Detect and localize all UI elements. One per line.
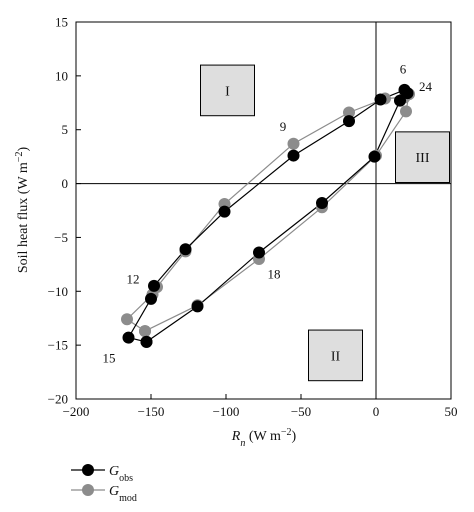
point-G_obs xyxy=(122,331,135,344)
point-G_obs xyxy=(316,196,328,209)
x-tick-label: 50 xyxy=(445,404,458,419)
point-G_obs xyxy=(401,87,414,100)
hour-label: 9 xyxy=(280,119,287,134)
legend-marker-G_mod xyxy=(82,484,94,496)
x-axis-title: Rn (W m−2) xyxy=(231,427,297,449)
point-G_obs xyxy=(343,115,355,128)
point-G_obs xyxy=(218,205,231,218)
point-G_obs xyxy=(374,93,387,106)
y-tick-label: 0 xyxy=(62,176,69,191)
legend-marker-G_obs xyxy=(82,464,94,476)
point-G_obs xyxy=(394,94,406,107)
region-box xyxy=(395,131,450,183)
y-tick-label: 10 xyxy=(55,68,68,83)
x-tick-label: 0 xyxy=(373,404,380,419)
point-G_mod xyxy=(121,313,133,326)
hour-label: 12 xyxy=(127,272,140,287)
y-tick-label: 5 xyxy=(62,122,69,137)
x-tick-label: −200 xyxy=(63,404,90,419)
x-tick-label: −50 xyxy=(291,404,311,419)
data-series xyxy=(121,83,415,348)
region-box xyxy=(200,64,255,117)
point-G_mod xyxy=(400,105,412,118)
point-G_obs xyxy=(368,150,381,163)
plot-frame xyxy=(75,21,452,400)
y-tick-label: 15 xyxy=(55,15,68,30)
hour-annotations: 6 24 9 12 15 18 xyxy=(103,62,433,366)
point-G_obs xyxy=(140,335,153,348)
hour-label: 6 xyxy=(400,62,407,77)
point-G_mod xyxy=(343,106,355,119)
hour-label: 15 xyxy=(103,350,116,365)
point-G_mod xyxy=(139,325,151,338)
y-tick-label: −15 xyxy=(48,338,68,353)
series-line-G_obs xyxy=(127,89,409,343)
x-tick-label: −100 xyxy=(213,404,240,419)
y-axis-title: Soil heat flux (W m−2) xyxy=(14,147,32,274)
legend-label-G_mod: Gmod xyxy=(109,484,137,504)
point-G_obs xyxy=(148,279,160,292)
point-G_obs xyxy=(253,246,265,259)
y-tick-label: −5 xyxy=(54,230,68,245)
region-box xyxy=(308,329,363,382)
point-G_obs xyxy=(287,149,300,162)
legend-label-G_obs: Gobs xyxy=(109,464,133,484)
x-tick-label: −150 xyxy=(138,404,165,419)
zero-reference-lines xyxy=(76,22,451,399)
point-G_obs xyxy=(191,300,204,313)
y-tick-label: −20 xyxy=(48,392,68,407)
hour-label: 18 xyxy=(268,266,281,281)
region-label: III xyxy=(416,151,430,166)
hour-label: 24 xyxy=(419,79,433,94)
region-label: II xyxy=(331,349,341,364)
point-G_obs xyxy=(179,243,192,256)
point-G_obs xyxy=(145,292,157,305)
point-G_mod xyxy=(287,137,300,150)
y-tick-label: −10 xyxy=(48,284,68,299)
region-label: I xyxy=(225,84,230,99)
series-line-G_mod xyxy=(126,92,410,332)
